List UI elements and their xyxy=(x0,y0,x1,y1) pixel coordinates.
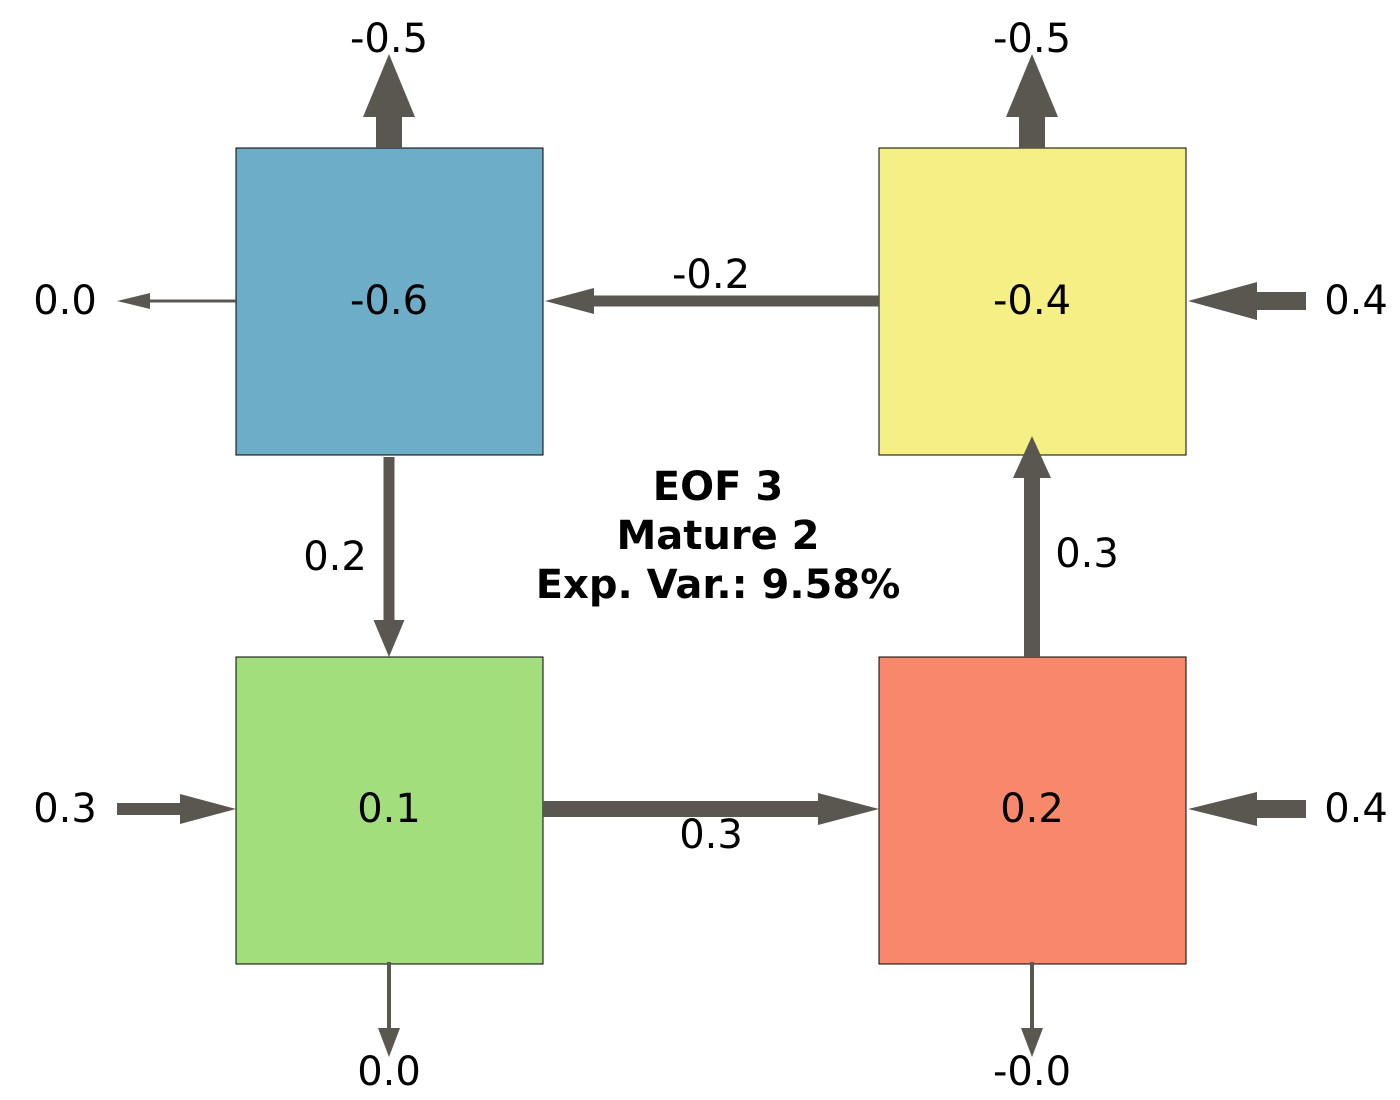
box-bottom-right xyxy=(878,656,1187,965)
box-top-left xyxy=(235,147,544,456)
flow-label-top-left-left: 0.0 xyxy=(33,278,97,324)
arrow-top-right-right xyxy=(1188,282,1306,320)
flow-label-bottom-left-left: 0.3 xyxy=(33,786,97,832)
flow-label-top-right-right: 0.4 xyxy=(1324,278,1388,324)
arrow-bottom-left-to-bottom-right xyxy=(543,793,879,825)
box-bottom-left-value: 0.1 xyxy=(357,786,421,832)
flow-label-bottom-right-to-top-right: 0.3 xyxy=(1055,531,1119,577)
flow-label-top-left-to-bottom-left: 0.2 xyxy=(303,534,367,580)
arrow-bottom-left-left xyxy=(117,794,236,824)
box-bottom-right-value: 0.2 xyxy=(1000,786,1064,832)
flow-label-bottom-left-down: 0.0 xyxy=(357,1049,421,1095)
flow-label-bottom-left-to-bottom-right: 0.3 xyxy=(679,812,743,858)
arrow-top-left-left xyxy=(117,293,236,309)
diagram-title-line1: EOF 3 xyxy=(653,464,783,510)
arrow-bottom-right-to-top-right xyxy=(1013,436,1051,657)
box-top-right-value: -0.4 xyxy=(993,278,1071,324)
arrow-bottom-left-down xyxy=(378,962,400,1057)
diagram-title-line2: Mature 2 xyxy=(616,513,819,559)
flow-label-top-left-up: -0.5 xyxy=(350,16,428,62)
arrow-top-right-to-top-left xyxy=(545,288,879,314)
box-top-right xyxy=(878,147,1187,456)
diagram-title-line3: Exp. Var.: 9.58% xyxy=(536,562,901,608)
flow-label-bottom-right-down: -0.0 xyxy=(993,1049,1071,1095)
box-bottom-left xyxy=(235,656,544,965)
flow-label-top-right-to-top-left: -0.2 xyxy=(672,252,750,298)
arrow-top-right-up xyxy=(1006,54,1058,148)
flow-label-bottom-right-right: 0.4 xyxy=(1324,786,1388,832)
arrow-top-left-up xyxy=(363,54,415,148)
arrow-bottom-right-down xyxy=(1021,962,1043,1057)
arrow-top-left-to-bottom-left xyxy=(373,457,405,657)
arrow-bottom-right-right xyxy=(1188,792,1306,826)
flow-label-top-right-up: -0.5 xyxy=(993,16,1071,62)
box-top-left-value: -0.6 xyxy=(350,278,428,324)
